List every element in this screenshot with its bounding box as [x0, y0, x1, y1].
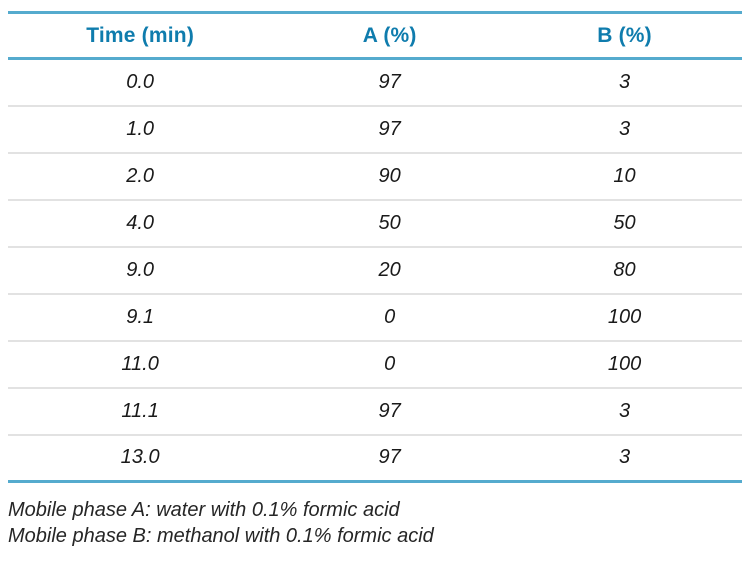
table-cell-time: 2.0 [8, 151, 273, 200]
table-cell-b: 3 [618, 70, 631, 93]
gradient-table: Time (min) A (%) B (%) 0.0 97 3 1.0 97 3… [8, 11, 742, 483]
table-cell-a: 0 [272, 292, 508, 341]
column-header-b: B (%) [507, 12, 742, 60]
table-row: 1.0 97 3 [8, 104, 742, 153]
table-row: 9.1 0 100 [8, 292, 742, 341]
mobile-phase-a-note: Mobile phase A: water with 0.1% formic a… [8, 499, 400, 521]
table-cell-a: 0 [272, 339, 508, 388]
column-header-a: A (%) [272, 12, 508, 60]
table-row: 4.0 50 50 [8, 198, 742, 247]
table-row: 11.1 97 3 [8, 386, 742, 435]
table-row: 2.0 90 10 [8, 151, 742, 200]
table-row: 0.0 97 3 [8, 59, 742, 106]
mobile-phase-b-note: Mobile phase B: methanol with 0.1% formi… [8, 525, 434, 547]
table-cell-time: 11.0 [8, 339, 273, 388]
table-cell-a: 50 [272, 198, 508, 247]
table-cell-b: 3 [507, 386, 742, 435]
table-row: 9.0 20 80 [8, 245, 742, 294]
table-cell-b: 3 [507, 433, 742, 482]
table-row: 11.0 0 100 [8, 339, 742, 388]
table-cell-time: 13.0 [8, 433, 273, 482]
table-cell-time: 11.1 [8, 386, 273, 435]
table-cell-a: 97 [272, 433, 508, 482]
table-cell-time: 9.1 [8, 292, 273, 341]
table-cell-time: 1.0 [8, 104, 273, 153]
table-cell-b: 100 [507, 292, 742, 341]
table-row: 13.0 97 3 [8, 433, 742, 482]
table-cell-time: 0.0 [126, 70, 155, 93]
table-cell-b: 100 [507, 339, 742, 388]
table-cell-a: 20 [272, 245, 508, 294]
table-cell-b: 80 [507, 245, 742, 294]
table-cell-a: 90 [272, 151, 508, 200]
gradient-table-container: Time (min) A (%) B (%) 0.0 97 3 1.0 97 3… [8, 11, 742, 483]
table-cell-b: 3 [507, 104, 742, 153]
table-cell-time: 4.0 [8, 198, 273, 247]
table-cell-b: 10 [507, 151, 742, 200]
table-cell-b: 50 [507, 198, 742, 247]
table-cell-time: 9.0 [8, 245, 273, 294]
table-cell-a: 97 [272, 386, 508, 435]
column-header-time: Time (min) [8, 12, 273, 60]
mobile-phase-notes: Mobile phase A: water with 0.1% formic a… [8, 497, 742, 549]
table-cell-a: 97 [378, 70, 401, 93]
table-cell-a: 97 [272, 104, 508, 153]
header-row: Time (min) A (%) B (%) [8, 12, 742, 60]
